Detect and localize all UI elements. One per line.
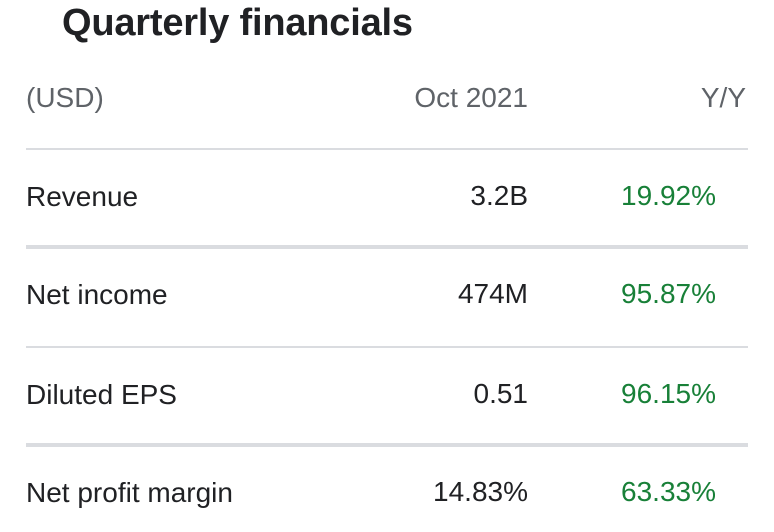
row-label: Diluted EPS (26, 379, 177, 410)
row-change: 63.33% (621, 476, 716, 507)
row-change: 96.15% (621, 378, 716, 409)
row-value: 474M (457, 278, 528, 309)
row-change: 95.87% (621, 278, 716, 309)
row-label: Net profit margin (26, 477, 233, 508)
divider (26, 148, 748, 150)
currency-header: (USD) (26, 82, 104, 113)
row-label: Revenue (26, 181, 139, 212)
row-value: 3.2B (470, 180, 528, 211)
row-change: 19.92% (621, 180, 716, 211)
period-header: Oct 2021 (414, 82, 528, 113)
row-value: 0.51 (473, 378, 529, 409)
row-label: Net income (26, 279, 168, 310)
divider (26, 346, 748, 348)
divider (26, 443, 748, 447)
divider (26, 245, 748, 249)
row-value: 14.83% (433, 476, 528, 507)
section-title: Quarterly financials (62, 2, 413, 44)
yoy-header: Y/Y (700, 82, 746, 113)
